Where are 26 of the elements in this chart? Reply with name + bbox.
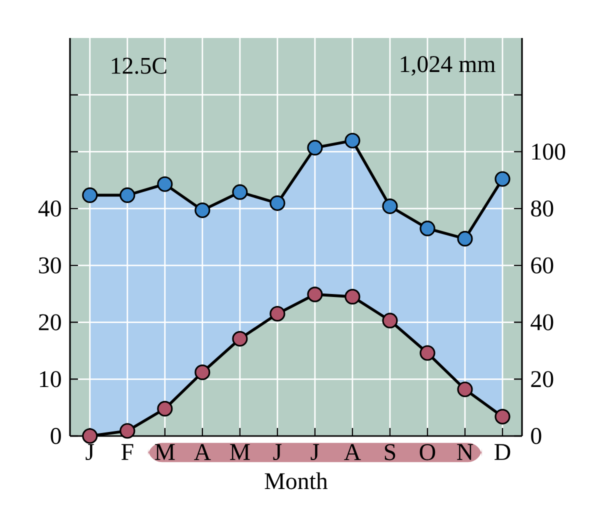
y-tick-label: 0 — [50, 428, 61, 444]
x-tick-label: N — [457, 444, 474, 460]
x-axis-title: Month — [264, 472, 328, 490]
y2-tick-label: 100 — [532, 144, 566, 160]
y-tick-label: 20 — [38, 314, 61, 330]
x-tick-label: A — [344, 444, 361, 460]
x-tick-label: J — [273, 444, 282, 460]
x-tick-label: D — [494, 444, 510, 460]
y2-tick-label: 40 — [530, 314, 554, 330]
annotation: 1,024 mm — [400, 56, 496, 76]
x-tick-label: F — [121, 444, 134, 460]
x-tick-label: J — [86, 444, 94, 460]
y2-tick-label: 80 — [531, 200, 554, 217]
y2-tick-label: 0 — [531, 428, 542, 444]
y2-tick-label: 60 — [531, 257, 554, 274]
y-tick-label: 10 — [40, 371, 61, 388]
y-tick-label: 30 — [39, 257, 61, 274]
y-tick-label: 40 — [38, 200, 61, 217]
y2-tick-label: 20 — [531, 371, 554, 388]
x-tick-label: A — [194, 444, 211, 460]
x-tick-label: S — [384, 444, 396, 460]
x-tick-label: M — [230, 444, 250, 460]
x-tick-label: M — [154, 444, 175, 460]
x-tick-label: O — [420, 444, 436, 460]
x-tick-label: J — [310, 444, 320, 460]
annotation: 12.5C — [112, 58, 166, 74]
